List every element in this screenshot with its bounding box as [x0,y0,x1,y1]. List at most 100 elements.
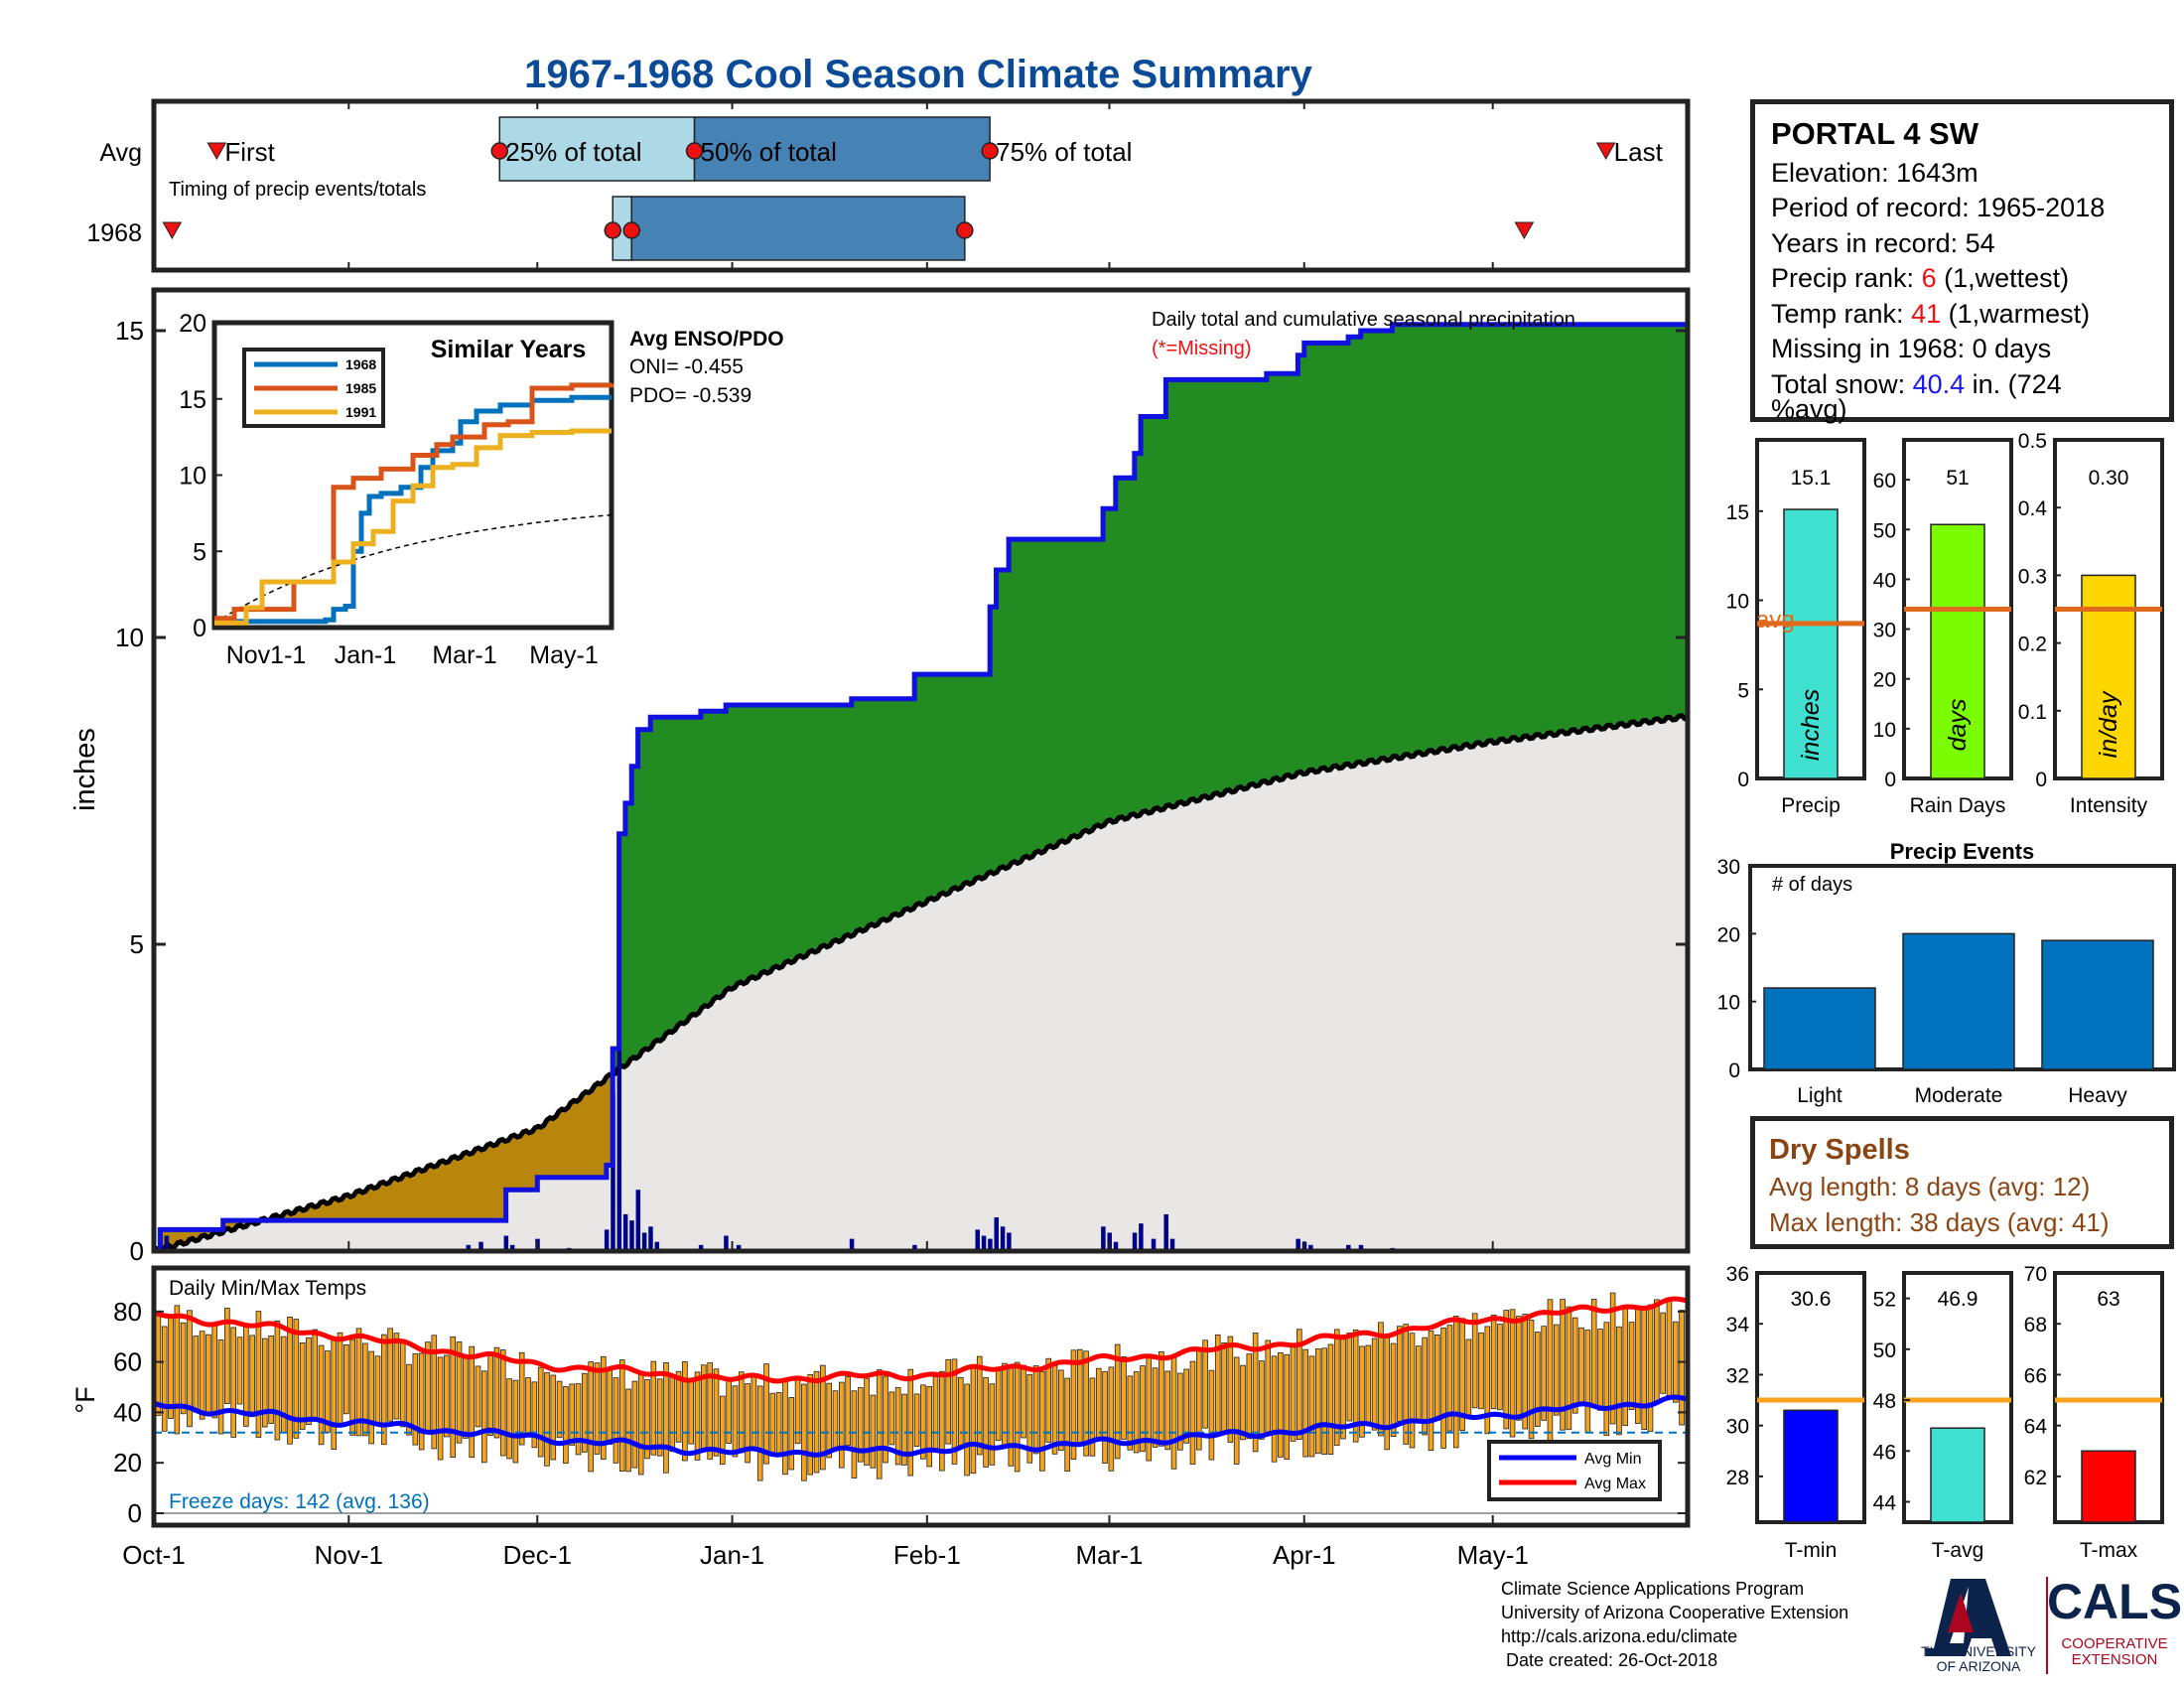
daily-temp-bar [1308,1355,1315,1458]
similar-xtick-label: Mar-1 [432,641,496,669]
daily-temp-bar [813,1370,820,1474]
daily-temp-bar [832,1390,839,1449]
daily-temp-bar [894,1387,901,1466]
daily-temp-bar [1484,1326,1491,1435]
precip-summary-bar [1783,508,1839,779]
daily-temp-bar [368,1350,374,1445]
daily-temp-bar [1177,1372,1183,1451]
station-elevation: Elevation: 1643m [1771,157,1979,188]
precip-summary-ytick-label: 5 [1737,679,1749,702]
daily-temp-bar [525,1377,531,1434]
daily-temp-bar [255,1311,262,1439]
daily-temp-bar [720,1395,726,1466]
above-average-area [613,324,1688,1074]
daily-temp-bar [751,1373,757,1448]
daily-temp-bar [1528,1320,1535,1440]
raindays-summary-ytick-label: 40 [1873,569,1896,592]
daily-temp-bar [807,1373,814,1476]
daily-temp-bar [1346,1333,1353,1422]
daily-temp-bar [1478,1332,1484,1410]
daily-temp-bar [1159,1350,1164,1447]
daily-temp-bar [1679,1310,1685,1426]
daily-temp-bar [168,1317,174,1419]
xaxis-tick-label: Feb-1 [893,1540,961,1570]
credit-url[interactable]: http://cals.arizona.edu/climate [1501,1626,1738,1646]
precip-events-xlabel-light: Light [1797,1084,1843,1107]
daily-temp-bar [217,1339,224,1435]
raindays-summary-ytick-label: 20 [1873,669,1896,692]
timing-1968-p25-marker [604,221,621,239]
daily-temp-bar [1114,1343,1121,1460]
daily-temp-bar [506,1378,512,1460]
daily-temp-bar [1428,1331,1434,1452]
daily-temp-bar [1108,1366,1115,1472]
temp-panel-frame [151,1265,1691,1528]
dry-spells-box: Dry Spells Avg length: 8 days (avg: 12) … [1750,1116,2174,1249]
daily-temp-bar [1465,1338,1472,1417]
daily-temp-bar [1390,1342,1397,1438]
daily-temp-bar [299,1342,306,1430]
daily-precip-bar [1296,1238,1300,1251]
daily-temp-bar [1164,1370,1171,1451]
temp-ytick-label: 40 [113,1397,142,1427]
daily-temp-bar [675,1370,682,1443]
timing-1968-first-marker [162,221,183,240]
daily-temp-bar [180,1322,187,1415]
daily-temp-bar [650,1360,657,1456]
timing-avg-first-marker [206,142,227,161]
temp-legend-box [1487,1440,1662,1501]
daily-temp-bar [870,1394,877,1469]
daily-temp-bar [775,1392,782,1456]
daily-precip-bar [994,1217,999,1251]
precip-panel-frame [151,287,1691,1254]
daily-temp-bar [1227,1336,1234,1443]
timing-1968-last-marker [1514,221,1535,240]
temp-ylabel: °F [70,1386,100,1413]
daily-temp-bar [306,1336,312,1426]
precip-ytick-label: 10 [115,623,144,652]
daily-temp-bar [412,1352,419,1446]
daily-temp-bar [588,1361,594,1473]
tmin-summary-bar [1783,1409,1839,1523]
similar-ytick-label: 15 [179,386,206,414]
avg-cumulative-area [154,717,1688,1251]
daily-temp-bar [187,1310,193,1428]
tmin-summary-label: T-min [1785,1539,1838,1562]
daily-temp-bar [550,1374,557,1461]
daily-precip-bar [1132,1232,1138,1251]
credit-date: Date created: 26-Oct-2018 [1501,1650,1718,1670]
daily-temp-bar [794,1379,801,1445]
daily-temp-bar [1352,1329,1359,1443]
daily-precip-bar [724,1235,729,1251]
daily-temp-bar [456,1341,463,1444]
daily-temp-bar [669,1376,676,1453]
daily-temp-bar [951,1358,958,1465]
intensity-summary-ytick-label: 0.1 [2018,701,2047,724]
daily-temp-bar [1089,1377,1096,1457]
daily-temp-bar [1647,1304,1654,1433]
daily-temp-bar [1371,1337,1378,1431]
timing-1968-p75-marker [956,221,974,239]
daily-temp-bar [1233,1356,1240,1465]
daily-temp-bar [694,1371,701,1461]
similar-legend-label-1991: 1991 [345,404,376,420]
enso-heading: Avg ENSO/PDO [629,328,784,351]
daily-temp-bar [387,1328,393,1422]
similar-avg-dashed-line [213,513,613,625]
xaxis-tick-label: Mar-1 [1076,1540,1144,1570]
daily-temp-bar [1021,1364,1026,1439]
daily-temp-bar [406,1363,412,1436]
daily-temp-bar [155,1314,162,1416]
daily-temp-bar [1378,1322,1384,1437]
daily-temp-bar [1622,1306,1629,1427]
daily-temp-bar [236,1336,243,1405]
similar-line-1991 [214,428,612,626]
daily-precip-bar [1139,1223,1144,1251]
precip-summary-ytick-label: 10 [1726,591,1749,614]
dry-spells-title: Dry Spells [1769,1134,1910,1166]
daily-temp-bar [1183,1368,1189,1444]
similar-ytick-label: 5 [193,538,206,566]
daily-temp-bar [556,1380,563,1439]
daily-temp-bar [444,1354,450,1438]
tavg-summary-ytick-label: 50 [1873,1339,1896,1362]
